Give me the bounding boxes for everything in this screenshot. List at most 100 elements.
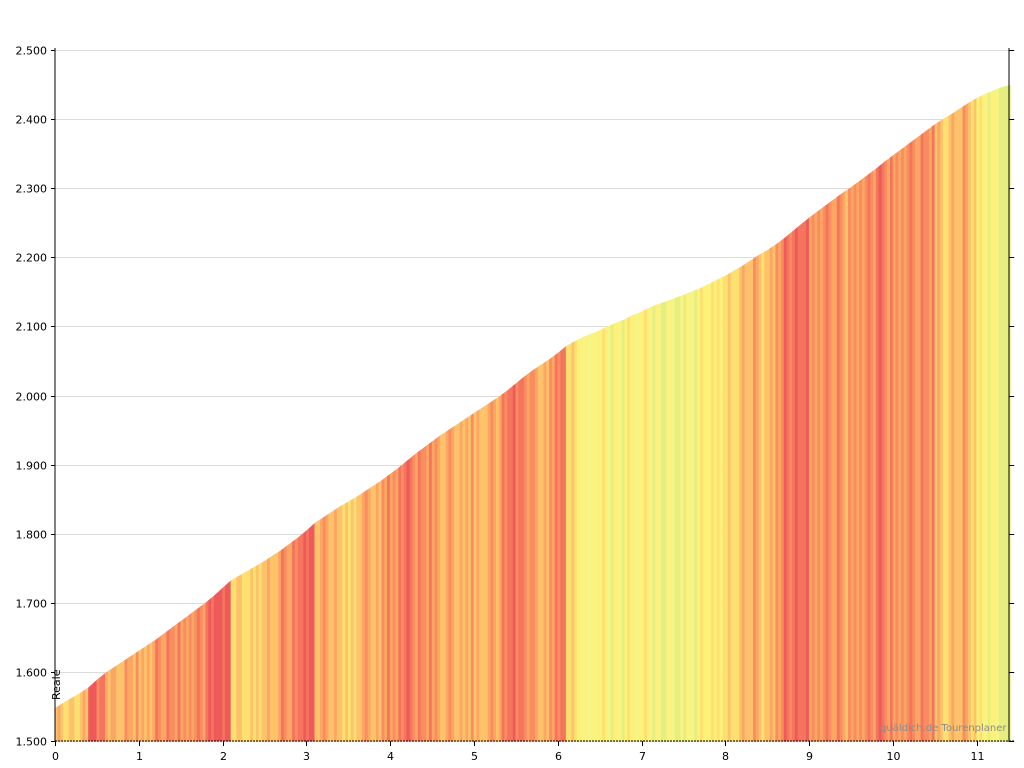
profile-segment xyxy=(130,654,134,742)
profile-segment xyxy=(328,511,332,742)
profile-segment xyxy=(303,530,307,742)
profile-segment xyxy=(831,198,835,742)
x-tick-label: 6 xyxy=(555,750,562,763)
profile-segment xyxy=(331,509,335,742)
profile-segment xyxy=(1001,86,1006,742)
profile-segment xyxy=(253,565,257,742)
profile-segment xyxy=(146,643,151,742)
profile-segment xyxy=(177,620,181,742)
profile-segment xyxy=(574,339,578,742)
profile-segment xyxy=(308,525,313,742)
profile-segment xyxy=(599,328,603,742)
profile-segment xyxy=(127,656,131,742)
profile-segment xyxy=(968,101,972,742)
profile-segment xyxy=(144,645,148,742)
profile-segment xyxy=(848,186,852,742)
profile-segment xyxy=(294,537,299,742)
profile-segment xyxy=(116,663,120,742)
profile-segment xyxy=(811,213,816,742)
profile-segment xyxy=(82,689,87,742)
profile-segment xyxy=(649,306,654,742)
profile-segment xyxy=(384,475,388,742)
profile-segment xyxy=(733,268,737,742)
profile-segment xyxy=(378,479,383,742)
profile-segment xyxy=(680,294,684,742)
profile-segment xyxy=(669,298,673,742)
x-tick-label: 10 xyxy=(887,750,901,763)
profile-segment xyxy=(540,362,545,742)
profile-segment xyxy=(68,697,73,742)
y-tick-label: 2.200 xyxy=(16,252,48,265)
profile-segment xyxy=(423,445,427,742)
profile-segment xyxy=(549,356,553,742)
profile-segment xyxy=(713,279,718,742)
profile-segment xyxy=(63,700,67,742)
profile-segment xyxy=(412,453,416,742)
profile-segment xyxy=(93,679,98,742)
profile-segment xyxy=(415,451,419,742)
profile-segment xyxy=(663,301,668,742)
profile-segment xyxy=(596,330,601,742)
profile-segment xyxy=(834,196,838,742)
y-tick-label: 2.300 xyxy=(16,183,48,196)
profile-segment xyxy=(448,427,452,742)
profile-segment xyxy=(537,364,542,742)
profile-segment xyxy=(546,359,550,742)
profile-segment xyxy=(892,153,897,742)
profile-segment xyxy=(113,665,117,742)
profile-segment xyxy=(565,344,570,742)
profile-segment xyxy=(797,224,802,742)
profile-segment xyxy=(532,368,536,742)
axes xyxy=(54,48,1015,742)
profile-segment xyxy=(931,124,936,742)
profile-segment xyxy=(915,136,919,742)
profile-segment xyxy=(719,276,723,742)
profile-segment xyxy=(138,648,142,742)
profile-segment xyxy=(666,299,670,742)
profile-segment xyxy=(255,564,260,742)
profile-segment xyxy=(297,534,302,742)
profile-segment xyxy=(836,194,841,742)
profile-segment xyxy=(353,496,357,742)
profile-segment xyxy=(887,157,891,742)
profile-segment xyxy=(747,260,751,742)
profile-segment xyxy=(339,504,344,742)
profile-segment xyxy=(850,184,855,742)
profile-segment xyxy=(169,627,173,742)
profile-segment xyxy=(635,312,640,742)
profile-segment xyxy=(135,650,140,742)
profile-segment xyxy=(945,115,950,742)
profile-segment xyxy=(875,165,880,742)
profile-segment xyxy=(794,226,799,742)
profile-segment xyxy=(336,506,341,742)
profile-segment xyxy=(121,659,126,742)
profile-segment xyxy=(529,370,533,742)
profile-segment xyxy=(878,163,883,742)
profile-segment xyxy=(473,411,478,742)
profile-segment xyxy=(306,527,310,742)
profile-segment xyxy=(334,508,338,742)
profile-segment xyxy=(702,285,707,742)
profile-segment xyxy=(789,231,793,742)
profile-segment xyxy=(496,396,500,742)
profile-segment xyxy=(409,455,413,742)
profile-segment xyxy=(864,174,869,742)
profile-segment xyxy=(750,258,754,742)
profile-segment xyxy=(347,499,352,742)
profile-segment xyxy=(744,262,749,742)
profile-segment xyxy=(889,155,894,742)
profile-segment xyxy=(426,443,430,742)
profile-segment xyxy=(825,202,830,742)
profile-segment xyxy=(582,335,587,742)
profile-segment xyxy=(272,553,276,742)
profile-segment xyxy=(828,200,832,742)
profile-segment xyxy=(912,138,916,742)
y-tick-label: 2.100 xyxy=(16,321,48,334)
profile-segment xyxy=(99,674,103,742)
profile-segment xyxy=(286,543,290,742)
profile-segment xyxy=(244,570,249,742)
profile-segment xyxy=(1004,85,1008,742)
profile-segment xyxy=(510,385,514,742)
profile-segment xyxy=(445,429,450,742)
profile-segment xyxy=(588,333,592,742)
